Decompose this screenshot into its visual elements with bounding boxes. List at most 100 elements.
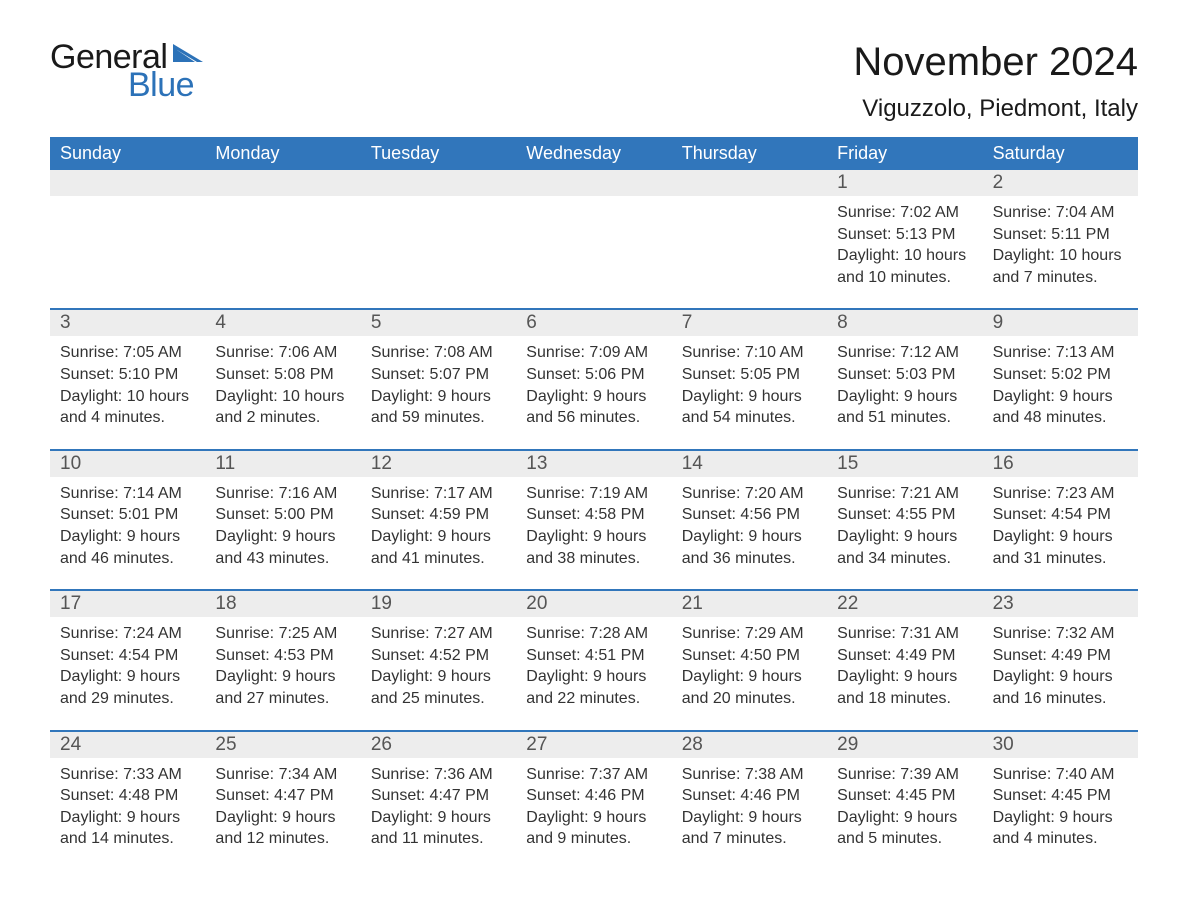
weekday-header: Thursday — [672, 137, 827, 170]
sunset-text: Sunset: 4:54 PM — [60, 645, 195, 667]
daylight-text: Daylight: 9 hours and 18 minutes. — [837, 666, 972, 709]
daylight-text: Daylight: 9 hours and 29 minutes. — [60, 666, 195, 709]
day-cell: 9 Sunrise: 7:13 AMSunset: 5:02 PMDaylight… — [983, 310, 1138, 436]
daylight-text: Daylight: 9 hours and 27 minutes. — [215, 666, 350, 709]
day-number: 19 — [361, 591, 516, 617]
daylight-text: Daylight: 9 hours and 48 minutes. — [993, 386, 1128, 429]
sunrise-text: Sunrise: 7:25 AM — [215, 623, 350, 645]
day-details: Sunrise: 7:13 AMSunset: 5:02 PMDaylight:… — [993, 342, 1128, 428]
day-cell: 21Sunrise: 7:29 AMSunset: 4:50 PMDayligh… — [672, 591, 827, 717]
daylight-text: Daylight: 9 hours and 41 minutes. — [371, 526, 506, 569]
daylight-text: Daylight: 9 hours and 54 minutes. — [682, 386, 817, 429]
sunrise-text: Sunrise: 7:29 AM — [682, 623, 817, 645]
sunrise-text: Sunrise: 7:21 AM — [837, 483, 972, 505]
sunset-text: Sunset: 5:10 PM — [60, 364, 195, 386]
sunrise-text: Sunrise: 7:28 AM — [526, 623, 661, 645]
sunset-text: Sunset: 5:05 PM — [682, 364, 817, 386]
daylight-text: Daylight: 9 hours and 5 minutes. — [837, 807, 972, 850]
day-number — [50, 170, 205, 196]
empty-cell — [361, 170, 516, 296]
weekday-header: Monday — [205, 137, 360, 170]
day-details: Sunrise: 7:32 AMSunset: 4:49 PMDaylight:… — [993, 623, 1128, 709]
day-cell: 14Sunrise: 7:20 AMSunset: 4:56 PMDayligh… — [672, 451, 827, 577]
month-title: November 2024 — [853, 40, 1138, 85]
day-number: 21 — [672, 591, 827, 617]
title-block: November 2024 Viguzzolo, Piedmont, Italy — [853, 40, 1138, 123]
day-number: 9 — [983, 310, 1138, 336]
daylight-text: Daylight: 9 hours and 34 minutes. — [837, 526, 972, 569]
day-cell: 27 Sunrise: 7:37 AMSunset: 4:46 PMDayligh… — [516, 732, 671, 858]
daylight-text: Daylight: 9 hours and 31 minutes. — [993, 526, 1128, 569]
sunrise-text: Sunrise: 7:36 AM — [371, 764, 506, 786]
day-cell: 7 Sunrise: 7:10 AMSunset: 5:05 PMDaylight… — [672, 310, 827, 436]
sunrise-text: Sunrise: 7:39 AM — [837, 764, 972, 786]
day-cell: 3 Sunrise: 7:05 AMSunset: 5:10 PMDaylight… — [50, 310, 205, 436]
sunrise-text: Sunrise: 7:34 AM — [215, 764, 350, 786]
sunset-text: Sunset: 4:53 PM — [215, 645, 350, 667]
sunset-text: Sunset: 4:46 PM — [682, 785, 817, 807]
sunrise-text: Sunrise: 7:24 AM — [60, 623, 195, 645]
daylight-text: Daylight: 9 hours and 43 minutes. — [215, 526, 350, 569]
day-number: 3 — [50, 310, 205, 336]
day-number — [361, 170, 516, 196]
day-cell: 30Sunrise: 7:40 AMSunset: 4:45 PMDayligh… — [983, 732, 1138, 858]
logo: General Blue — [50, 40, 207, 102]
weekday-header: Saturday — [983, 137, 1138, 170]
day-number: 20 — [516, 591, 671, 617]
day-cell: 16Sunrise: 7:23 AMSunset: 4:54 PMDayligh… — [983, 451, 1138, 577]
sunrise-text: Sunrise: 7:12 AM — [837, 342, 972, 364]
empty-cell — [672, 170, 827, 296]
weekday-header: Friday — [827, 137, 982, 170]
sunrise-text: Sunrise: 7:27 AM — [371, 623, 506, 645]
day-cell: 12 Sunrise: 7:17 AMSunset: 4:59 PMDayligh… — [361, 451, 516, 577]
sunrise-text: Sunrise: 7:08 AM — [371, 342, 506, 364]
daylight-text: Daylight: 10 hours and 4 minutes. — [60, 386, 195, 429]
day-details: Sunrise: 7:17 AMSunset: 4:59 PMDaylight:… — [371, 483, 506, 569]
day-cell: 5 Sunrise: 7:08 AMSunset: 5:07 PMDaylight… — [361, 310, 516, 436]
day-number — [205, 170, 360, 196]
day-cell: 22Sunrise: 7:31 AMSunset: 4:49 PMDayligh… — [827, 591, 982, 717]
day-details: Sunrise: 7:16 AMSunset: 5:00 PMDaylight:… — [215, 483, 350, 569]
day-details: Sunrise: 7:33 AMSunset: 4:48 PMDaylight:… — [60, 764, 195, 850]
sunset-text: Sunset: 4:58 PM — [526, 504, 661, 526]
daylight-text: Daylight: 9 hours and 36 minutes. — [682, 526, 817, 569]
week-row: 3 Sunrise: 7:05 AMSunset: 5:10 PMDaylight… — [50, 308, 1138, 436]
week-row: 10Sunrise: 7:14 AMSunset: 5:01 PMDayligh… — [50, 449, 1138, 577]
daylight-text: Daylight: 9 hours and 14 minutes. — [60, 807, 195, 850]
day-number: 13 — [516, 451, 671, 477]
day-number: 7 — [672, 310, 827, 336]
daylight-text: Daylight: 9 hours and 12 minutes. — [215, 807, 350, 850]
sunset-text: Sunset: 5:07 PM — [371, 364, 506, 386]
sunset-text: Sunset: 4:47 PM — [371, 785, 506, 807]
daylight-text: Daylight: 9 hours and 7 minutes. — [682, 807, 817, 850]
sunset-text: Sunset: 5:01 PM — [60, 504, 195, 526]
sunrise-text: Sunrise: 7:17 AM — [371, 483, 506, 505]
day-cell: 24Sunrise: 7:33 AMSunset: 4:48 PMDayligh… — [50, 732, 205, 858]
day-cell: 19Sunrise: 7:27 AMSunset: 4:52 PMDayligh… — [361, 591, 516, 717]
daylight-text: Daylight: 9 hours and 59 minutes. — [371, 386, 506, 429]
day-number: 12 — [361, 451, 516, 477]
week-row: 17Sunrise: 7:24 AMSunset: 4:54 PMDayligh… — [50, 589, 1138, 717]
day-cell: 11Sunrise: 7:16 AMSunset: 5:00 PMDayligh… — [205, 451, 360, 577]
day-cell: 4Sunrise: 7:06 AMSunset: 5:08 PMDaylight… — [205, 310, 360, 436]
day-details: Sunrise: 7:05 AMSunset: 5:10 PMDaylight:… — [60, 342, 195, 428]
day-number: 30 — [983, 732, 1138, 758]
day-number: 5 — [361, 310, 516, 336]
day-number: 16 — [983, 451, 1138, 477]
week-row: 24Sunrise: 7:33 AMSunset: 4:48 PMDayligh… — [50, 730, 1138, 858]
sunset-text: Sunset: 4:51 PM — [526, 645, 661, 667]
day-number: 27 — [516, 732, 671, 758]
day-number: 15 — [827, 451, 982, 477]
sunrise-text: Sunrise: 7:09 AM — [526, 342, 661, 364]
day-number: 14 — [672, 451, 827, 477]
day-details: Sunrise: 7:09 AMSunset: 5:06 PMDaylight:… — [526, 342, 661, 428]
sunrise-text: Sunrise: 7:02 AM — [837, 202, 972, 224]
day-details: Sunrise: 7:37 AMSunset: 4:46 PMDaylight:… — [526, 764, 661, 850]
sunrise-text: Sunrise: 7:10 AM — [682, 342, 817, 364]
weekday-header: Tuesday — [361, 137, 516, 170]
day-details: Sunrise: 7:10 AMSunset: 5:05 PMDaylight:… — [682, 342, 817, 428]
day-cell: 15Sunrise: 7:21 AMSunset: 4:55 PMDayligh… — [827, 451, 982, 577]
day-cell: 8Sunrise: 7:12 AMSunset: 5:03 PMDaylight… — [827, 310, 982, 436]
day-details: Sunrise: 7:36 AMSunset: 4:47 PMDaylight:… — [371, 764, 506, 850]
sunset-text: Sunset: 5:08 PM — [215, 364, 350, 386]
